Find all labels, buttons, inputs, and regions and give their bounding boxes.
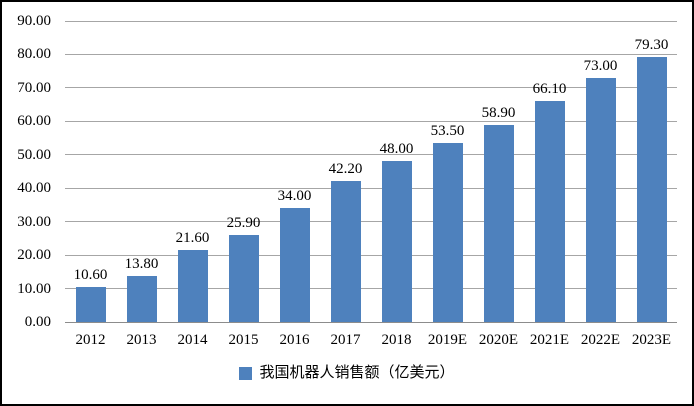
x-tick-label: 2014 [177, 332, 208, 348]
bar-value-label: 79.30 [634, 36, 669, 53]
bar-value-label: 53.50 [430, 123, 465, 140]
x-tick-label: 2019E [427, 332, 468, 348]
bar-slot: 25.90 [218, 21, 269, 322]
bar-slot: 42.20 [320, 21, 371, 322]
gridline [65, 53, 677, 55]
gridline [65, 87, 677, 89]
y-tick-label: 80.00 [17, 46, 51, 63]
bar-2012 [75, 286, 106, 322]
bar-2013 [126, 275, 157, 322]
bar-slot: 73.00 [575, 21, 626, 322]
gridline [65, 288, 677, 290]
gridline [65, 221, 677, 223]
bar-slot: 53.50 [422, 21, 473, 322]
y-tick-label: 10.00 [17, 280, 51, 297]
y-tick-label: 70.00 [17, 79, 51, 96]
x-tick-label: 2013 [126, 332, 157, 348]
bar-value-label: 73.00 [583, 57, 618, 74]
x-tick-label: 2023E [631, 332, 672, 348]
bar-2015 [228, 235, 259, 322]
y-tick-label: 60.00 [17, 113, 51, 130]
bar-value-label: 13.80 [124, 255, 159, 272]
x-tick-label: 2020E [478, 332, 519, 348]
bar-slot: 21.60 [167, 21, 218, 322]
y-axis: 0.00 10.00 20.00 30.00 40.00 50.00 60.00 70.00 8… [2, 13, 57, 330]
x-tick-label: 2017 [330, 332, 361, 348]
bar-value-label: 10.60 [73, 266, 108, 283]
y-tick-label: 0.00 [24, 314, 51, 330]
bar-slot: 13.80 [116, 21, 167, 322]
bar-slot: 58.90 [473, 21, 524, 322]
gridline [65, 120, 677, 122]
y-tick-label: 90.00 [17, 13, 51, 29]
bars-row: 10.60 13.80 21.60 25.90 34.00 42.20 48.00 53.50… [65, 21, 677, 322]
x-tick-label: 2022E [580, 332, 621, 348]
bar-slot: 79.30 [626, 21, 677, 322]
bar-value-label: 58.90 [481, 105, 516, 122]
bar-2016 [279, 208, 310, 322]
x-tick-label: 2018 [381, 332, 412, 348]
x-axis: 2012 2013 2014 2015 2016 2017 2018 2019E 2020E 20… [65, 331, 677, 349]
bar-2023E [636, 56, 667, 322]
bar-slot: 10.60 [65, 21, 116, 322]
bar-2017 [330, 180, 361, 322]
bar-value-label: 42.20 [328, 160, 363, 177]
bar-2021E [534, 100, 565, 322]
plot-area: 10.60 13.80 21.60 25.90 34.00 42.20 48.00 53.50… [65, 20, 677, 323]
bar-value-label: 34.00 [277, 188, 312, 205]
bar-value-label: 48.00 [379, 141, 414, 158]
bar-value-label: 66.10 [532, 80, 567, 97]
bar-value-label: 21.60 [175, 229, 210, 246]
y-tick-label: 30.00 [17, 213, 51, 230]
bar-slot: 34.00 [269, 21, 320, 322]
bar-slot: 48.00 [371, 21, 422, 322]
gridline [65, 187, 677, 189]
bar-value-label: 25.90 [226, 215, 261, 232]
legend-marker-square [239, 366, 253, 380]
x-axis-line [65, 321, 677, 323]
y-tick-label: 50.00 [17, 146, 51, 163]
y-tick-label: 40.00 [17, 180, 51, 197]
gridline [65, 20, 677, 22]
gridline [65, 254, 677, 256]
bar-2022E [585, 77, 616, 322]
legend-series-label: 我国机器人销售额（亿美元） [259, 365, 455, 381]
y-tick-label: 20.00 [17, 247, 51, 264]
x-tick-label: 2021E [529, 332, 570, 348]
x-tick-label: 2015 [228, 332, 259, 348]
bar-slot: 66.10 [524, 21, 575, 322]
legend: 我国机器人销售额（亿美元） [2, 364, 692, 382]
bar-2020E [483, 125, 514, 322]
bar-2018 [381, 161, 412, 322]
gridline [65, 154, 677, 156]
bar-2014 [177, 249, 208, 322]
bar-2019E [432, 143, 463, 322]
x-tick-label: 2016 [279, 332, 310, 348]
x-tick-label: 2012 [75, 332, 106, 348]
